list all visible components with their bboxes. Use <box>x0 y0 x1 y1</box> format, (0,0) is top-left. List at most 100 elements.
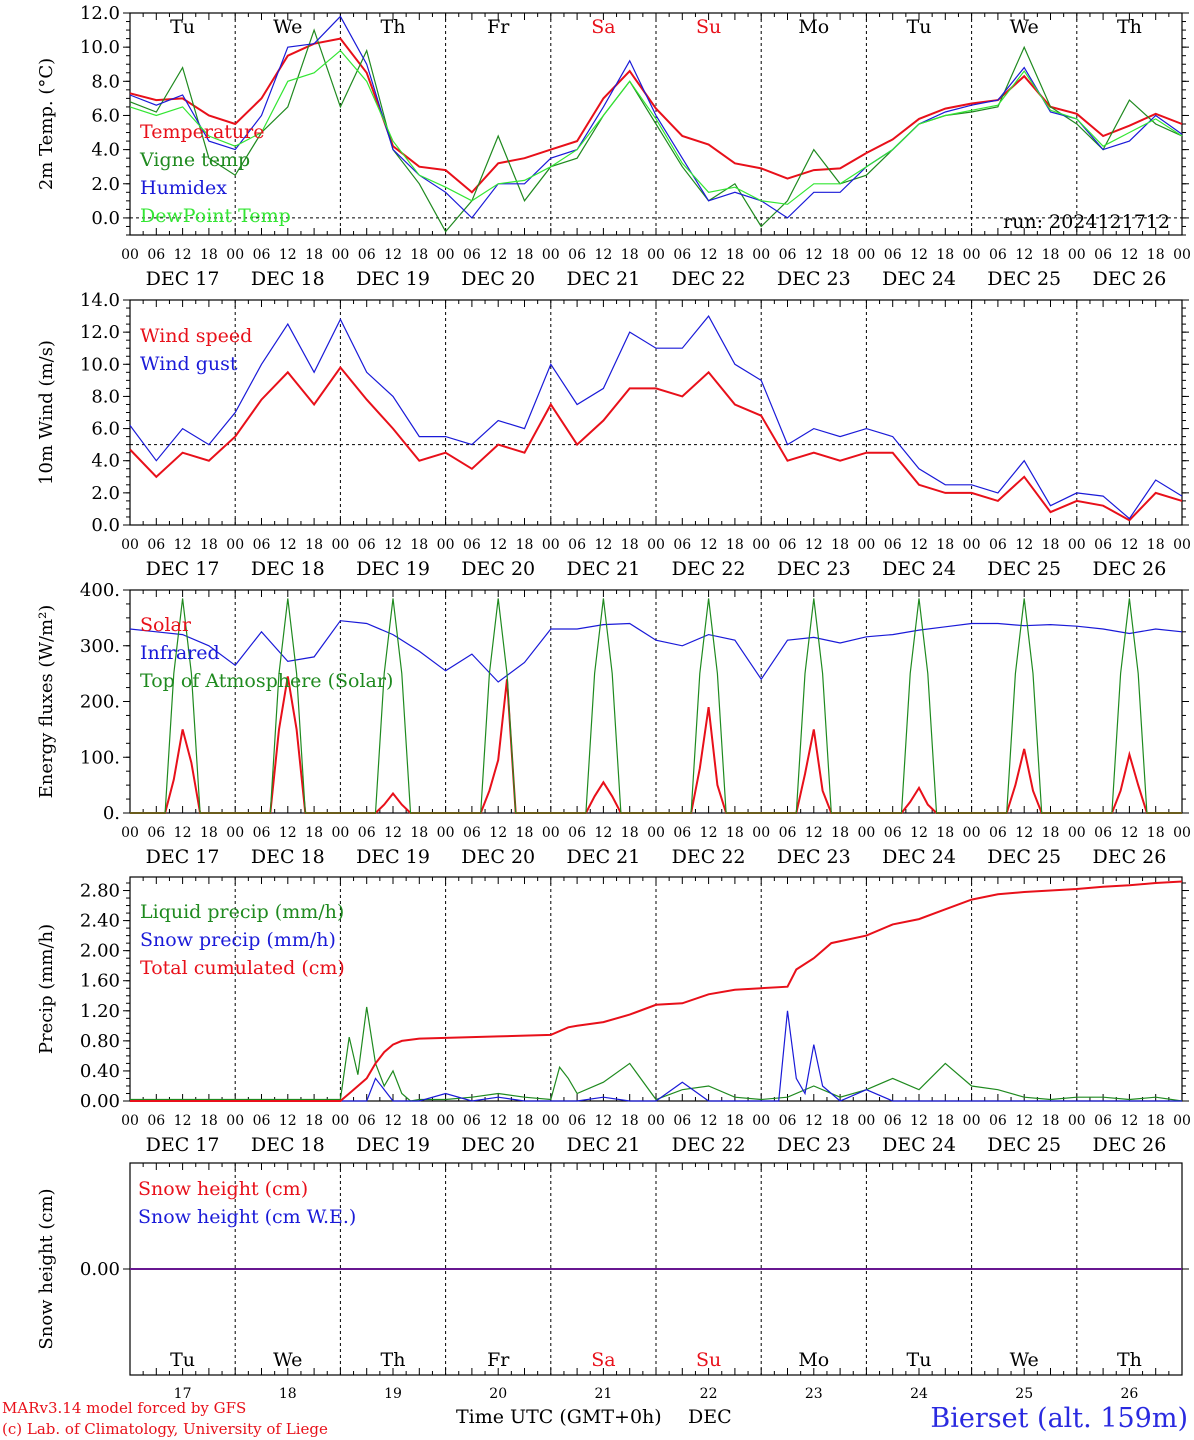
hour-label: 00 <box>437 247 455 263</box>
hour-label: 12 <box>805 825 823 841</box>
day-number-label: 19 <box>384 1386 402 1402</box>
hour-label: 18 <box>516 537 534 553</box>
day-label: Su <box>696 1349 721 1371</box>
date-label: DEC 19 <box>356 268 430 290</box>
hour-label: 06 <box>147 1113 165 1129</box>
series-line <box>130 676 1182 814</box>
hour-label: 12 <box>174 537 192 553</box>
hour-label: 18 <box>1147 247 1165 263</box>
date-label: DEC 25 <box>987 1134 1061 1156</box>
plot-frame <box>129 589 1183 814</box>
legend-entry: Infrared <box>140 642 220 664</box>
legend-entry: Total cumulated (cm) <box>140 957 345 979</box>
date-label: DEC 20 <box>461 558 535 580</box>
day-label: Tu <box>907 1349 932 1371</box>
panel-3: 0. 100. 200. 300. 400. Energy fluxes (W/m²) So… <box>36 580 1191 868</box>
hour-label: 00 <box>752 1113 770 1129</box>
hour-label: 06 <box>253 537 271 553</box>
y-axis-label: 10m Wind (m/s) <box>36 340 57 485</box>
date-label: DEC 19 <box>356 846 430 868</box>
day-label: Th <box>1117 1349 1142 1371</box>
hour-label: 18 <box>831 247 849 263</box>
y-axis-label: Precip (mm/h) <box>36 924 57 1054</box>
day-label: We <box>273 16 302 38</box>
hour-label: 00 <box>963 1113 981 1129</box>
hour-label: 18 <box>936 1113 954 1129</box>
hour-label: 06 <box>463 247 481 263</box>
hour-label: 00 <box>647 247 665 263</box>
hour-label: 00 <box>752 825 770 841</box>
hour-label: 00 <box>752 247 770 263</box>
hour-label: 00 <box>121 1113 139 1129</box>
hour-label: 06 <box>568 247 586 263</box>
hour-label: 12 <box>700 825 718 841</box>
y-tick-label: 6.0 <box>91 105 120 126</box>
hour-label: 18 <box>1147 825 1165 841</box>
legend-entry: Vigne temp <box>139 149 250 171</box>
date-label: DEC 21 <box>566 1134 640 1156</box>
y-tick-label: 0.40 <box>80 1061 120 1082</box>
hour-label: 12 <box>489 1113 507 1129</box>
hour-label: 06 <box>989 1113 1007 1129</box>
hour-label: 12 <box>805 1113 823 1129</box>
date-label: DEC 22 <box>672 558 746 580</box>
hour-label: 12 <box>910 1113 928 1129</box>
hour-label: 12 <box>910 247 928 263</box>
panel-1: 0.0 2.0 4.0 6.0 8.0 10.0 12.0 2m Temp. (°C) Temp… <box>36 3 1191 290</box>
day-number-label: 24 <box>910 1386 928 1402</box>
hour-label: 18 <box>200 1113 218 1129</box>
day-label: Tu <box>170 16 195 38</box>
series-line <box>129 49 1183 205</box>
date-label: DEC 21 <box>566 558 640 580</box>
hour-label: 12 <box>1120 1113 1138 1129</box>
date-label: DEC 19 <box>356 558 430 580</box>
x-axis-month: DEC <box>688 1406 732 1428</box>
hour-label: 12 <box>805 247 823 263</box>
station-title: Bierset (alt. 159m) <box>930 1403 1188 1434</box>
series-line <box>130 880 1183 1102</box>
hour-label: 12 <box>489 537 507 553</box>
hour-label: 06 <box>253 1113 271 1129</box>
hour-label: 12 <box>279 247 297 263</box>
panel-2: 0.0 2.0 4.0 6.0 8.0 10.0 12.0 14.0 10m Wind (m/s… <box>36 290 1191 580</box>
day-number-label: 26 <box>1120 1386 1138 1402</box>
hour-label: 12 <box>594 1113 612 1129</box>
hour-label: 18 <box>305 1113 323 1129</box>
hour-label: 06 <box>358 247 376 263</box>
hour-label: 00 <box>963 247 981 263</box>
hour-label: 18 <box>1042 247 1060 263</box>
hour-label: 12 <box>279 825 297 841</box>
y-tick-label: 10.0 <box>80 354 120 375</box>
day-label: Mo <box>798 1349 829 1371</box>
date-label: DEC 20 <box>461 268 535 290</box>
hour-label: 00 <box>1068 825 1086 841</box>
hour-label: 00 <box>963 825 981 841</box>
date-label: DEC 18 <box>251 846 325 868</box>
hour-label: 18 <box>1042 537 1060 553</box>
date-label: DEC 25 <box>987 268 1061 290</box>
y-tick-label: 8.0 <box>91 386 120 407</box>
hour-label: 06 <box>1094 247 1112 263</box>
hour-label: 12 <box>1015 247 1033 263</box>
hour-label: 06 <box>358 1113 376 1129</box>
hour-label: 18 <box>1147 1113 1165 1129</box>
date-label: DEC 23 <box>777 268 851 290</box>
y-tick-label: 0.00 <box>80 1259 120 1280</box>
hour-label: 06 <box>673 825 691 841</box>
hour-label: 00 <box>1173 1113 1191 1129</box>
date-label: DEC 22 <box>672 1134 746 1156</box>
hour-label: 06 <box>673 1113 691 1129</box>
series-line <box>129 28 1183 233</box>
y-tick-label: 200. <box>80 692 120 713</box>
hour-label: 00 <box>1068 1113 1086 1129</box>
lab-credit-line: (c) Lab. of Climatology, University of L… <box>2 1420 328 1438</box>
panel-4: 0.00 0.40 0.80 1.20 1.60 2.00 2.40 2.80 Precip (… <box>36 876 1191 1156</box>
hour-label: 00 <box>1068 537 1086 553</box>
date-label: DEC 18 <box>251 558 325 580</box>
hour-label: 00 <box>1068 247 1086 263</box>
panel-5: 0.00 Snow height (cm) Snow height (cm) Snow… <box>36 1162 1189 1402</box>
day-number-label: 20 <box>489 1386 507 1402</box>
hour-label: 06 <box>884 825 902 841</box>
hour-label: 12 <box>910 825 928 841</box>
y-tick-label: 4.0 <box>91 451 120 472</box>
